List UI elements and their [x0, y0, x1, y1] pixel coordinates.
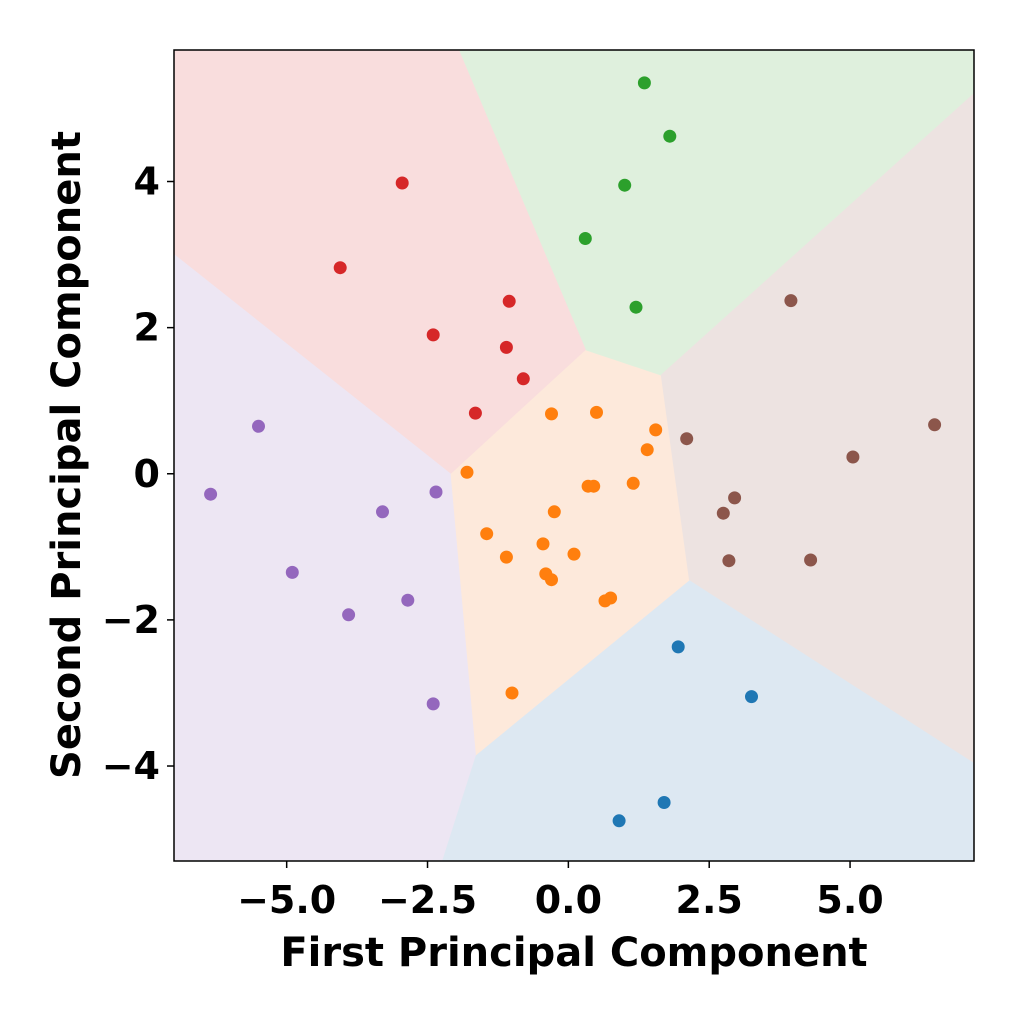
point-cluster-0	[671, 640, 685, 654]
y-tick-label: 4	[134, 160, 160, 204]
point-cluster-1	[547, 505, 561, 519]
y-axis-label: Second Principal Component	[44, 131, 90, 779]
y-axis-ticks: −4 −2 0 2 4	[102, 160, 174, 788]
point-cluster-5	[784, 294, 798, 308]
x-tick-label: 5.0	[816, 878, 883, 922]
point-cluster-5	[716, 506, 730, 520]
y-tick-label: −2	[102, 598, 160, 642]
point-cluster-4	[204, 487, 218, 501]
point-cluster-0	[612, 814, 626, 828]
point-cluster-1	[499, 550, 513, 564]
point-cluster-1	[460, 465, 474, 479]
point-cluster-3	[502, 294, 516, 308]
y-tick-label: 2	[134, 306, 160, 350]
point-cluster-1	[626, 476, 640, 490]
point-cluster-0	[657, 796, 671, 809]
point-cluster-5	[804, 553, 818, 567]
point-cluster-1	[587, 479, 601, 493]
point-cluster-5	[722, 554, 736, 568]
point-cluster-1	[480, 527, 494, 541]
x-tick-label: 2.5	[676, 878, 743, 922]
x-axis-ticks: −5.0 −2.5 0.0 2.5 5.0	[237, 861, 884, 922]
point-cluster-1	[567, 547, 581, 561]
x-axis-label: First Principal Component	[280, 930, 867, 976]
point-cluster-3	[499, 340, 513, 354]
point-cluster-1	[598, 594, 612, 608]
y-tick-label: 0	[134, 452, 160, 496]
point-cluster-3	[516, 372, 530, 386]
point-cluster-4	[401, 593, 415, 607]
point-cluster-5	[680, 432, 694, 446]
point-cluster-4	[252, 419, 265, 433]
point-cluster-1	[640, 443, 654, 457]
point-cluster-3	[395, 176, 409, 190]
point-cluster-2	[629, 300, 643, 314]
x-tick-label: 0.0	[535, 878, 602, 922]
point-cluster-4	[376, 505, 389, 519]
point-cluster-4	[342, 608, 356, 622]
point-cluster-5	[846, 450, 860, 464]
point-cluster-4	[285, 565, 299, 579]
point-cluster-4	[429, 485, 443, 499]
point-cluster-2	[637, 76, 651, 90]
point-cluster-0	[745, 690, 758, 704]
x-tick-label: −5.0	[237, 878, 336, 922]
point-cluster-1	[545, 573, 558, 587]
point-cluster-2	[618, 178, 632, 192]
point-cluster-5	[728, 491, 742, 505]
point-cluster-2	[578, 232, 592, 245]
point-cluster-1	[536, 537, 550, 551]
point-cluster-4	[426, 697, 440, 711]
point-cluster-3	[426, 328, 440, 342]
point-cluster-1	[545, 407, 558, 421]
point-cluster-3	[468, 406, 482, 420]
y-tick-label: −4	[102, 744, 160, 788]
point-cluster-1	[649, 423, 663, 437]
x-tick-label: −2.5	[378, 878, 477, 922]
point-cluster-1	[590, 405, 603, 419]
plot-frame	[173, 49, 975, 862]
point-cluster-2	[663, 129, 677, 143]
point-cluster-5	[928, 418, 942, 432]
point-cluster-3	[333, 261, 347, 275]
point-cluster-1	[505, 686, 519, 700]
scatter-points	[204, 76, 942, 828]
